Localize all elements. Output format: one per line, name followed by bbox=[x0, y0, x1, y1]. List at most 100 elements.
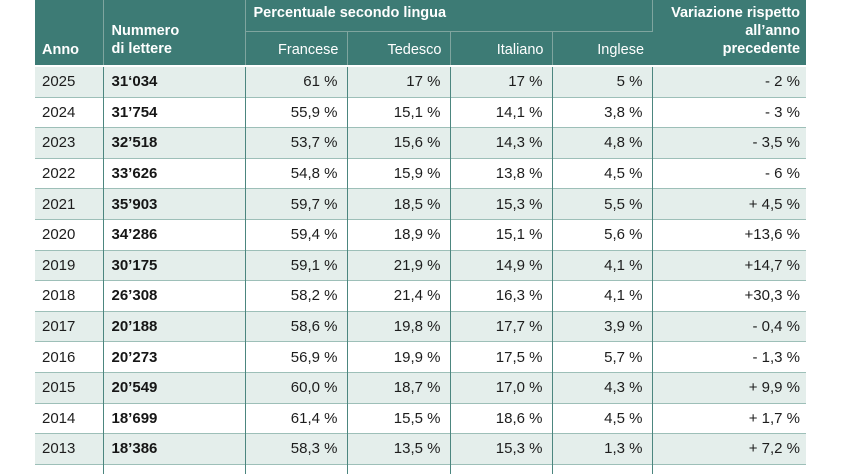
year-cell: 2024 bbox=[35, 96, 103, 128]
tedesco-pct-cell: 21,4 % bbox=[346, 280, 450, 312]
letters-count-cell: 20’188 bbox=[102, 310, 245, 342]
francese-pct-cell: 56,9 % bbox=[244, 341, 347, 373]
letters-count-cell: 18’386 bbox=[102, 433, 245, 465]
year-cell: 2021 bbox=[35, 188, 103, 220]
header-variazione-line2: all’anno bbox=[745, 23, 801, 39]
francese-pct-cell: 60,0 % bbox=[244, 371, 347, 404]
letters-count-cell: 34’286 bbox=[102, 218, 245, 251]
francese-pct-cell: 54,8 % bbox=[244, 157, 347, 189]
table-row: 2021 35’903 59,7 % 18,5 % 15,3 % 5,5 % +… bbox=[35, 188, 807, 220]
francese-pct-cell: 58,2 % bbox=[244, 280, 347, 312]
italiano-pct-cell: 14,3 % bbox=[449, 127, 552, 159]
inglese-pct-cell: 4,5 % bbox=[551, 157, 653, 189]
inglese-pct-cell: 1,3 % bbox=[551, 433, 653, 465]
letters-count-cell: 35’903 bbox=[102, 188, 245, 220]
year-cell: 2018 bbox=[35, 280, 103, 312]
variation-cell: + 6,7 % bbox=[651, 463, 807, 474]
tedesco-pct-cell: 15,5 % bbox=[346, 402, 450, 434]
header-variazione-line1: Variazione rispetto bbox=[671, 5, 801, 21]
francese-pct-cell: 61,4 % bbox=[244, 402, 347, 434]
table-row: 2024 31’754 55,9 % 15,1 % 14,1 % 3,8 % -… bbox=[35, 96, 807, 128]
italiano-pct-cell: 15,3 % bbox=[449, 188, 552, 220]
tedesco-pct-cell: 15,9 % bbox=[346, 157, 450, 189]
letters-count-cell: 18’699 bbox=[102, 402, 245, 434]
year-cell: 2022 bbox=[35, 157, 103, 189]
inglese-pct-cell: 3,8 % bbox=[551, 96, 653, 128]
italiano-pct-cell: 17,0 % bbox=[449, 371, 552, 404]
letters-count-cell: 31‘034 bbox=[102, 64, 245, 98]
inglese-pct-cell: 4,8 % bbox=[551, 127, 653, 159]
inglese-pct-cell: 4,1 % bbox=[551, 280, 653, 312]
italiano-pct-cell: 17 % bbox=[449, 64, 552, 98]
inglese-pct-cell: 4,3 % bbox=[551, 371, 653, 404]
table-header: Anno Nummero di lettere Percentuale seco… bbox=[35, 0, 807, 66]
table-row: 2015 20’549 60,0 % 18,7 % 17,0 % 4,3 % +… bbox=[35, 371, 807, 404]
tedesco-pct-cell: 18,7 % bbox=[346, 371, 450, 404]
variation-cell: - 3,5 % bbox=[651, 127, 807, 159]
table-body: 2025 31‘034 61 % 17 % 17 % 5 % - 2 % 202… bbox=[35, 64, 807, 474]
italiano-pct-cell: 14,9 % bbox=[449, 249, 552, 281]
italiano-pct-cell: 16,3 % bbox=[449, 280, 552, 312]
header-francese: Francese bbox=[245, 31, 347, 66]
table-row: 2013 18’386 58,3 % 13,5 % 15,3 % 1,3 % +… bbox=[35, 433, 807, 465]
variation-cell: + 4,5 % bbox=[651, 188, 807, 220]
tedesco-pct-cell: 17,8 % bbox=[346, 463, 450, 474]
variation-cell: + 1,7 % bbox=[651, 402, 807, 434]
header-italiano: Italiano bbox=[449, 31, 552, 66]
letters-count-cell: 30’175 bbox=[102, 249, 245, 281]
italiano-pct-cell: 18,6 % bbox=[449, 402, 552, 434]
francese-pct-cell: 59,1 % bbox=[244, 249, 347, 281]
francese-pct-cell: 59,7 % bbox=[244, 188, 347, 220]
year-cell: 2014 bbox=[35, 402, 103, 434]
tedesco-pct-cell: 13,5 % bbox=[346, 433, 450, 465]
header-nummero-di-lettere: Nummero di lettere bbox=[103, 0, 246, 66]
table-row: 2020 34’286 59,4 % 18,9 % 15,1 % 5,6 % +… bbox=[35, 218, 807, 251]
italiano-pct-cell: 17,7 % bbox=[449, 310, 552, 342]
letters-count-cell: 32’518 bbox=[102, 127, 245, 159]
inglese-pct-cell: 4,8 % bbox=[551, 463, 653, 474]
tedesco-pct-cell: 15,6 % bbox=[346, 127, 450, 159]
tedesco-pct-cell: 19,8 % bbox=[346, 310, 450, 342]
inglese-pct-cell: 5,6 % bbox=[551, 218, 653, 251]
header-anno-label: Anno bbox=[42, 42, 80, 58]
year-cell: 2012 bbox=[35, 463, 103, 474]
header-nummero-line2: di lettere bbox=[111, 41, 172, 57]
header-variazione-line3: precedente bbox=[722, 41, 801, 57]
italiano-pct-cell: 18,3 % bbox=[449, 463, 552, 474]
header-nummero-line1: Nummero bbox=[111, 23, 180, 39]
francese-pct-cell: 61 % bbox=[244, 64, 347, 98]
table-row: 2014 18’699 61,4 % 15,5 % 18,6 % 4,5 % +… bbox=[35, 402, 807, 434]
italiano-pct-cell: 17,5 % bbox=[449, 341, 552, 373]
header-inglese: Inglese bbox=[551, 31, 653, 66]
year-cell: 2016 bbox=[35, 341, 103, 373]
italiano-pct-cell: 15,3 % bbox=[449, 433, 552, 465]
header-anno: Anno bbox=[35, 0, 104, 66]
variation-cell: - 2 % bbox=[651, 64, 807, 98]
variation-cell: - 6 % bbox=[651, 157, 807, 189]
francese-pct-cell: 59,1 % bbox=[244, 463, 347, 474]
table-row: 2017 20’188 58,6 % 19,8 % 17,7 % 3,9 % -… bbox=[35, 310, 807, 342]
francese-pct-cell: 55,9 % bbox=[244, 96, 347, 128]
francese-pct-cell: 59,4 % bbox=[244, 218, 347, 251]
header-variazione: Variazione rispetto all’anno precedente bbox=[652, 0, 807, 66]
variation-cell: +30,3 % bbox=[651, 280, 807, 312]
table-row: 2016 20’273 56,9 % 19,9 % 17,5 % 5,7 % -… bbox=[35, 341, 807, 373]
tedesco-pct-cell: 18,9 % bbox=[346, 218, 450, 251]
italiano-pct-cell: 15,1 % bbox=[449, 218, 552, 251]
tedesco-pct-cell: 17 % bbox=[346, 64, 450, 98]
inglese-pct-cell: 5,7 % bbox=[551, 341, 653, 373]
inglese-pct-cell: 4,1 % bbox=[551, 249, 653, 281]
year-cell: 2017 bbox=[35, 310, 103, 342]
year-cell: 2020 bbox=[35, 218, 103, 251]
inglese-pct-cell: 4,5 % bbox=[551, 402, 653, 434]
tedesco-pct-cell: 19,9 % bbox=[346, 341, 450, 373]
variation-cell: +14,7 % bbox=[651, 249, 807, 281]
inglese-pct-cell: 5,5 % bbox=[551, 188, 653, 220]
year-cell: 2025 bbox=[35, 64, 103, 98]
year-cell: 2023 bbox=[35, 127, 103, 159]
letters-count-cell: 20’549 bbox=[102, 371, 245, 404]
table-row: 2019 30’175 59,1 % 21,9 % 14,9 % 4,1 % +… bbox=[35, 249, 807, 281]
francese-pct-cell: 53,7 % bbox=[244, 127, 347, 159]
letters-count-cell: 17’149 bbox=[102, 463, 245, 474]
